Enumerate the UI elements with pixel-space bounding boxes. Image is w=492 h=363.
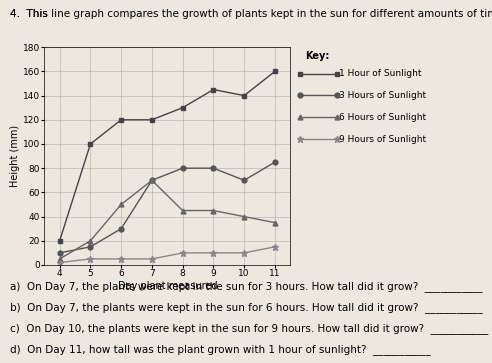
X-axis label: Day plant measured: Day plant measured: [118, 281, 217, 291]
1 Hour of Sunlight: [57, 238, 62, 243]
1 Hour of Sunlight: [211, 87, 216, 92]
1 Hour of Sunlight: [88, 142, 93, 146]
Text: 4.  This line graph compares the growth of plants kept in the sun for different : 4. This line graph compares the growth o…: [10, 9, 492, 19]
6 Hours of Sunlight: [118, 202, 124, 207]
6 Hours of Sunlight: [57, 257, 62, 261]
Line: 9 Hours of Sunlight: 9 Hours of Sunlight: [56, 243, 278, 266]
9 Hours of Sunlight: [272, 245, 278, 249]
Text: Key:: Key:: [305, 51, 330, 61]
Line: 3 Hours of Sunlight: 3 Hours of Sunlight: [57, 160, 277, 255]
6 Hours of Sunlight: [180, 208, 185, 213]
Y-axis label: Height (mm): Height (mm): [10, 125, 20, 187]
Line: 1 Hour of Sunlight: 1 Hour of Sunlight: [57, 69, 277, 243]
Text: 1 Hour of Sunlight: 1 Hour of Sunlight: [339, 69, 422, 78]
9 Hours of Sunlight: [57, 260, 62, 265]
1 Hour of Sunlight: [149, 118, 155, 122]
3 Hours of Sunlight: [88, 245, 93, 249]
Text: 6 Hours of Sunlight: 6 Hours of Sunlight: [339, 113, 427, 122]
1 Hour of Sunlight: [118, 118, 124, 122]
9 Hours of Sunlight: [118, 257, 124, 261]
9 Hours of Sunlight: [211, 251, 216, 255]
3 Hours of Sunlight: [57, 251, 62, 255]
1 Hour of Sunlight: [241, 93, 247, 98]
6 Hours of Sunlight: [88, 238, 93, 243]
6 Hours of Sunlight: [272, 220, 278, 225]
Text: 9 Hours of Sunlight: 9 Hours of Sunlight: [339, 135, 427, 143]
Text: 4.  This: 4. This: [10, 9, 51, 19]
Text: a)  On Day 7, the plants were kept in the sun for 3 hours. How tall did it grow?: a) On Day 7, the plants were kept in the…: [10, 281, 482, 292]
3 Hours of Sunlight: [272, 160, 278, 164]
6 Hours of Sunlight: [211, 208, 216, 213]
6 Hours of Sunlight: [149, 178, 155, 183]
3 Hours of Sunlight: [149, 178, 155, 183]
Text: c)  On Day 10, the plants were kept in the sun for 9 hours. How tall did it grow: c) On Day 10, the plants were kept in th…: [10, 323, 488, 334]
Text: 3 Hours of Sunlight: 3 Hours of Sunlight: [339, 91, 427, 100]
3 Hours of Sunlight: [118, 227, 124, 231]
9 Hours of Sunlight: [180, 251, 185, 255]
Line: 6 Hours of Sunlight: 6 Hours of Sunlight: [57, 178, 277, 261]
9 Hours of Sunlight: [149, 257, 155, 261]
3 Hours of Sunlight: [211, 166, 216, 170]
3 Hours of Sunlight: [180, 166, 185, 170]
Text: d)  On Day 11, how tall was the plant grown with 1 hour of sunlight?  __________: d) On Day 11, how tall was the plant gro…: [10, 344, 430, 355]
1 Hour of Sunlight: [180, 106, 185, 110]
Text: b)  On Day 7, the plants were kept in the sun for 6 hours. How tall did it grow?: b) On Day 7, the plants were kept in the…: [10, 302, 483, 313]
6 Hours of Sunlight: [241, 215, 247, 219]
9 Hours of Sunlight: [88, 257, 93, 261]
3 Hours of Sunlight: [241, 178, 247, 183]
1 Hour of Sunlight: [272, 69, 278, 74]
9 Hours of Sunlight: [241, 251, 247, 255]
